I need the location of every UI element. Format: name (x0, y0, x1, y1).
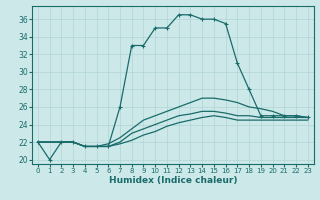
X-axis label: Humidex (Indice chaleur): Humidex (Indice chaleur) (108, 176, 237, 185)
